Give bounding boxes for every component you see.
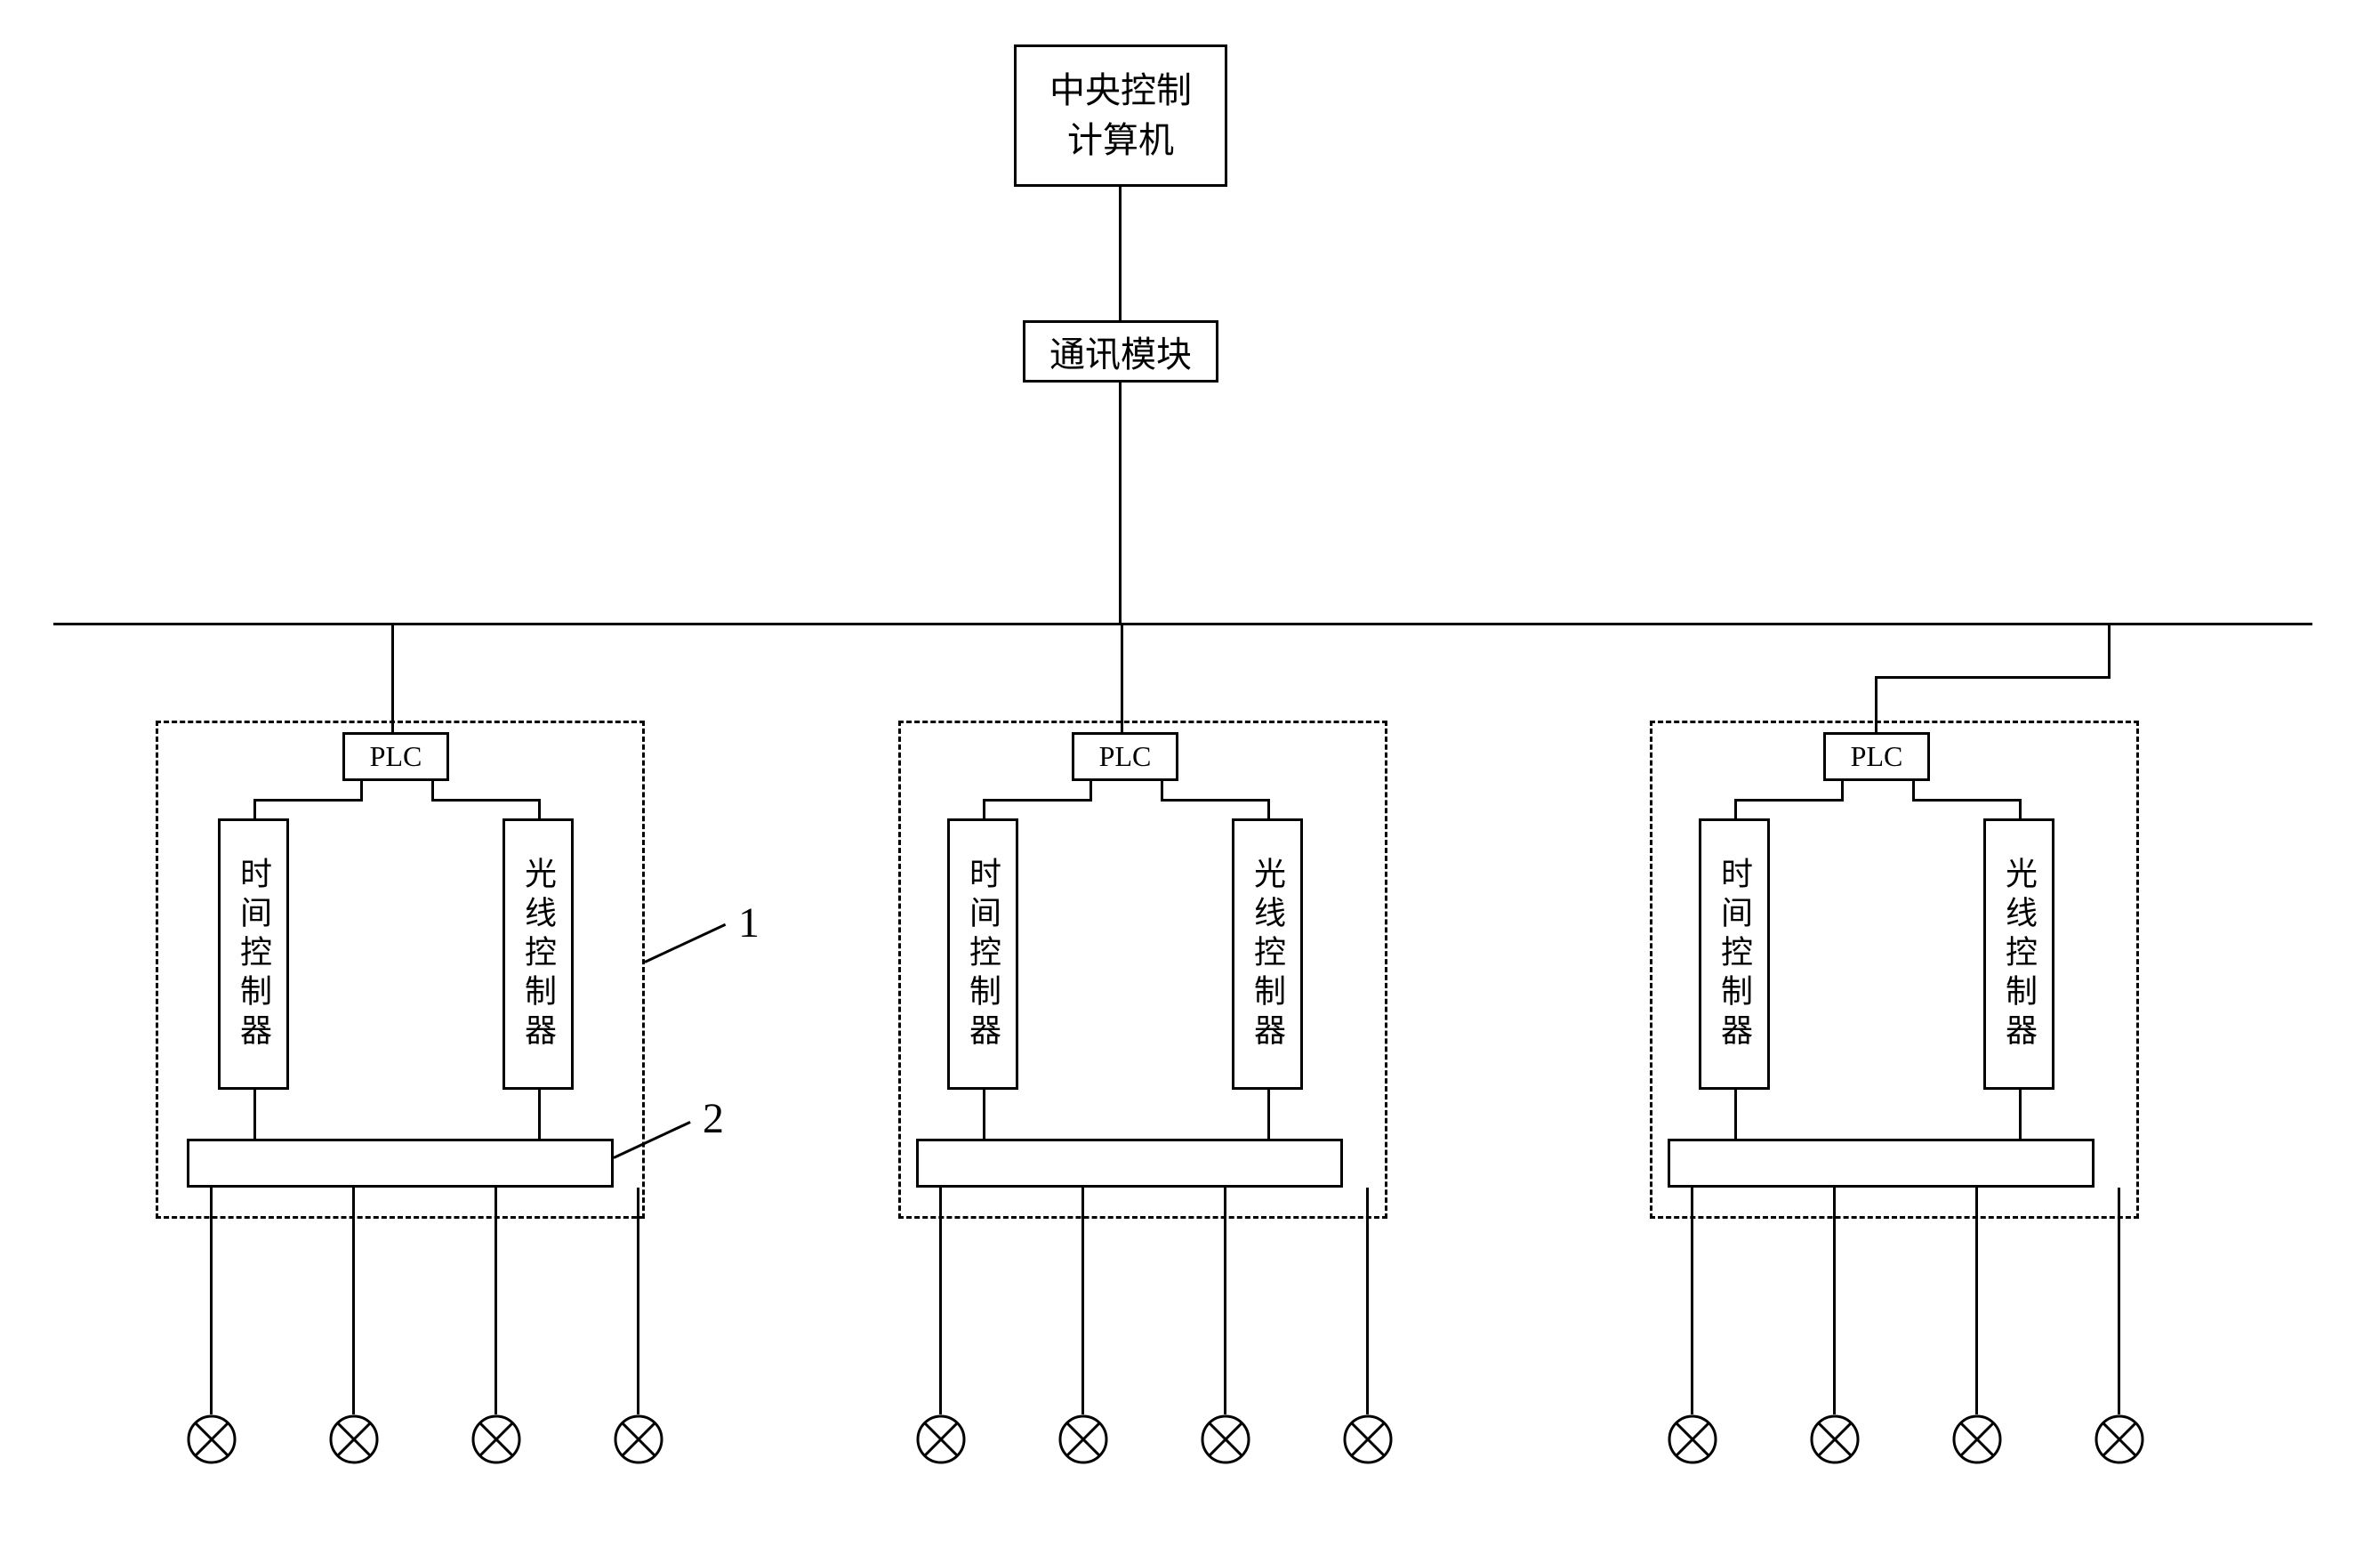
connector-line [983, 1090, 985, 1139]
power-bar [1668, 1139, 2095, 1188]
connector-line [1089, 781, 1092, 801]
connector-line [1081, 1188, 1084, 1414]
connector-line [431, 799, 541, 802]
connector-line [637, 1188, 639, 1414]
lamp-icon [2095, 1414, 2144, 1464]
connector-line [253, 799, 256, 820]
connector-line [1119, 187, 1122, 320]
lamp-icon [614, 1414, 663, 1464]
central-computer: 中央控制 计算机 [1014, 44, 1227, 187]
power-bar [187, 1139, 614, 1188]
connector-line [1734, 799, 1737, 820]
lamp-icon [1668, 1414, 1717, 1464]
connector-line [1691, 1188, 1693, 1414]
light-controller-label: 光线控制器 [1996, 857, 2042, 1052]
light-controller: 光线控制器 [503, 818, 574, 1090]
plc-box: PLC [1072, 732, 1178, 781]
lamp-icon [916, 1414, 966, 1464]
comm-module: 通讯模块 [1023, 320, 1218, 383]
connector-line [1267, 799, 1270, 820]
connector-line [2019, 1090, 2022, 1139]
connector-line [983, 799, 1092, 802]
time-controller: 时间控制器 [218, 818, 289, 1090]
connector-line [2118, 1188, 2120, 1414]
light-controller: 光线控制器 [1983, 818, 2054, 1090]
lamp-icon [1810, 1414, 1860, 1464]
connector-line [1366, 1188, 1369, 1414]
connector-line [538, 799, 541, 820]
connector-line [1161, 799, 1270, 802]
time-controller-label: 时间控制器 [230, 857, 277, 1052]
time-controller: 时间控制器 [1699, 818, 1770, 1090]
connector-line [1267, 1090, 1270, 1139]
connector-line [1841, 781, 1844, 801]
connector-line [352, 1188, 355, 1414]
time-controller-label: 时间控制器 [1711, 857, 1757, 1052]
connector-line [253, 799, 363, 802]
annotation-2: 2 [703, 1094, 724, 1143]
connector-line [494, 1188, 497, 1414]
connector-line [2108, 623, 2111, 676]
light-controller-label: 光线控制器 [515, 857, 561, 1052]
connector-line [1833, 1188, 1836, 1414]
connector-line [1975, 1188, 1978, 1414]
connector-line [253, 1090, 256, 1139]
connector-line [1734, 1090, 1737, 1139]
plc-box: PLC [342, 732, 449, 781]
connector-line [391, 623, 394, 734]
time-controller: 时间控制器 [947, 818, 1018, 1090]
connector-line [983, 799, 985, 820]
lamp-icon [329, 1414, 379, 1464]
connector-line [1119, 383, 1122, 623]
connector-line [939, 1188, 942, 1414]
lamp-icon [1343, 1414, 1393, 1464]
connector-line [1912, 781, 1915, 801]
connector-line [360, 781, 363, 801]
plc-box: PLC [1823, 732, 1930, 781]
lamp-icon [471, 1414, 521, 1464]
lamp-icon [1952, 1414, 2002, 1464]
connector-line [431, 781, 434, 801]
light-controller: 光线控制器 [1232, 818, 1303, 1090]
connector-line [538, 1090, 541, 1139]
connector-line [1734, 799, 1844, 802]
connector-line [2019, 799, 2022, 820]
power-bar [916, 1139, 1343, 1188]
connector-line [1875, 676, 2111, 679]
connector-line [210, 1188, 213, 1414]
time-controller-label: 时间控制器 [960, 857, 1006, 1052]
annotation-1: 1 [738, 898, 760, 947]
connector-line [1912, 799, 2022, 802]
connector-line [1121, 623, 1123, 734]
lamp-icon [187, 1414, 237, 1464]
light-controller-label: 光线控制器 [1244, 857, 1291, 1052]
lamp-icon [1201, 1414, 1250, 1464]
lamp-icon [1058, 1414, 1108, 1464]
connector-line [1224, 1188, 1226, 1414]
annotation-line [644, 923, 726, 963]
connector-line [1161, 781, 1163, 801]
